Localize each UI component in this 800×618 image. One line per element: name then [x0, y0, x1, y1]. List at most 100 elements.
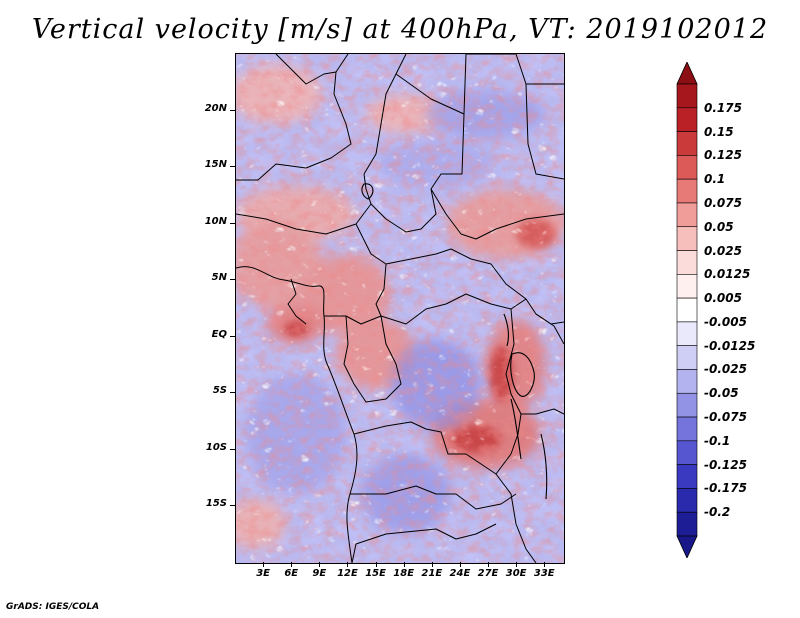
colorbar-swatch	[676, 321, 698, 346]
lon-tick	[375, 562, 377, 567]
colorbar-label: 0.005	[704, 291, 742, 306]
border-zambia-zimbabwe	[495, 473, 537, 563]
lon-label: 27E	[477, 568, 499, 579]
lat-tick	[230, 392, 235, 394]
colorbar-swatch	[676, 107, 698, 132]
border-niger-chad	[363, 54, 407, 175]
colorbar-label: -0.075	[704, 410, 747, 425]
colorbar-swatch	[676, 369, 698, 394]
lakes	[361, 183, 548, 500]
lon-tick	[431, 562, 433, 567]
lon-tick	[347, 562, 349, 567]
colorbar-swatch	[676, 511, 698, 537]
colorbar-label: 0.175	[704, 100, 742, 115]
colorbar-label: 0.0125	[704, 267, 751, 282]
map-panel	[235, 53, 565, 564]
border-libya-chad	[395, 73, 465, 115]
border-congo-drc	[353, 315, 402, 403]
lon-tick	[488, 562, 490, 567]
border-niger-algeria	[236, 54, 352, 181]
colorbar-label: 0.05	[704, 219, 734, 234]
border-kenya	[535, 313, 564, 345]
lake-malawi	[540, 433, 548, 500]
colorbar-label: -0.175	[704, 481, 747, 496]
colorbar-top-arrow	[676, 62, 698, 85]
lon-label: 33E	[533, 568, 555, 579]
border-chad-sudan	[363, 54, 467, 233]
lat-label: 5N	[211, 272, 227, 284]
lon-label: 3E	[256, 568, 270, 579]
chart-title: Vertical velocity [m/s] at 400hPa, VT: 2…	[31, 14, 769, 45]
lake-chad	[361, 183, 374, 200]
border-cameroon	[355, 223, 387, 317]
border-south-sudan-north	[430, 188, 564, 240]
lake-tanganyika	[510, 398, 522, 460]
border-sudan-north	[525, 83, 564, 180]
colorbar-label: -0.025	[704, 362, 747, 377]
lat-label: 15S	[205, 498, 227, 510]
border-nigeria-north	[236, 203, 372, 235]
lat-label: 10S	[205, 441, 227, 453]
lon-tick	[263, 562, 265, 567]
lat-label: 10N	[204, 215, 227, 227]
border-car-drc	[380, 293, 527, 325]
lon-label: 9E	[312, 568, 327, 579]
colorbar-label: 0.025	[704, 243, 742, 258]
lon-tick	[544, 562, 546, 567]
lat-label: 15N	[204, 159, 227, 171]
lake-victoria	[510, 352, 535, 397]
lon-label: 24E	[449, 568, 471, 579]
lon-tick	[459, 562, 461, 567]
lake-albert	[503, 313, 509, 347]
border-egypt	[466, 54, 564, 85]
lon-label: 15E	[365, 568, 386, 579]
border-namibia	[351, 523, 497, 563]
vertical-velocity-field	[236, 54, 564, 563]
lon-tick	[516, 562, 518, 567]
colorbar	[676, 62, 698, 558]
colorbar-label: -0.005	[704, 314, 747, 329]
border-angola-zambia	[350, 485, 517, 510]
colorbar-swatch	[676, 416, 698, 442]
lon-label: 6E	[284, 568, 299, 579]
border-gabon-congo	[324, 315, 382, 325]
colorbar-swatch	[676, 202, 698, 228]
colorbar-swatch	[676, 155, 698, 180]
lat-tick	[230, 335, 235, 337]
colorbar-swatch	[676, 345, 698, 370]
lon-label: 12E	[337, 568, 358, 579]
colorbar-swatch	[676, 392, 698, 418]
border-car-sudan	[385, 248, 527, 300]
lat-tick	[230, 505, 235, 507]
colorbar-swatch	[676, 250, 698, 275]
colorbar-label: -0.05	[704, 386, 739, 401]
lon-label: 18E	[393, 568, 415, 579]
lat-label: 5S	[212, 385, 227, 397]
colorbar-swatch	[676, 83, 698, 109]
colorbar-label: 0.1	[704, 172, 726, 187]
colorbar-label: 0.075	[704, 195, 742, 210]
lat-tick	[230, 166, 235, 168]
colorbar-swatch	[676, 464, 698, 489]
border-north-west	[275, 54, 337, 85]
border-nigeria-cameroon	[287, 278, 307, 325]
colorbar-label: -0.0125	[704, 338, 756, 353]
colorbar-label: -0.125	[704, 457, 747, 472]
colorbar-label: 0.125	[704, 148, 742, 163]
border-gabon-inland	[343, 315, 355, 385]
colorbar-swatch	[676, 274, 698, 299]
colorbar-label: -0.1	[704, 433, 731, 448]
lon-tick	[291, 562, 293, 567]
lat-tick	[230, 109, 235, 111]
field-texture-white	[236, 54, 564, 563]
border-drc-angola	[353, 421, 512, 475]
lat-label: 20N	[204, 102, 227, 114]
colorbar-label: -0.2	[704, 505, 731, 520]
colorbar-swatch	[676, 226, 698, 251]
lat-label: EQ	[211, 328, 227, 340]
colorbar-bottom-arrow	[676, 535, 698, 558]
lat-tick	[230, 222, 235, 224]
colorbar-label: 0.15	[704, 124, 734, 139]
lon-tick	[403, 562, 405, 567]
lon-label: 21E	[421, 568, 443, 579]
